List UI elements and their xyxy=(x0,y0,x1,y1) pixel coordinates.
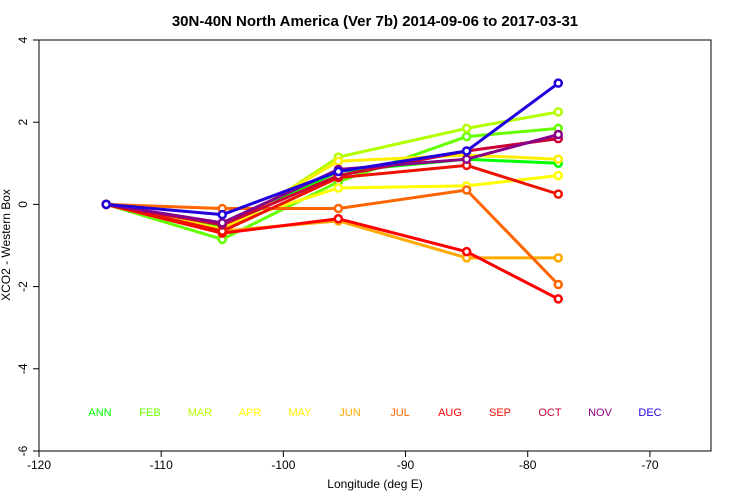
series-line xyxy=(106,188,560,286)
y-tick-label: -6 xyxy=(16,445,30,456)
series-dec xyxy=(101,78,564,220)
series-jul xyxy=(101,185,564,290)
legend-entry: MAY xyxy=(288,407,312,419)
legend-entry: FEB xyxy=(139,407,160,419)
data-point xyxy=(333,203,344,214)
legend-entry: NOV xyxy=(588,407,613,419)
y-tick-label: -2 xyxy=(16,281,30,292)
legend-entry: DEC xyxy=(638,407,661,419)
y-axis: -6 -4 -2 0 2 4 xyxy=(16,36,39,456)
legend: ANN FEB MAR APR MAY JUN JUL AUG SEP OCT NOV DEC xyxy=(88,407,661,419)
data-point xyxy=(553,294,564,304)
chart-title: 30N-40N North America (Ver 7b) 2014-09-0… xyxy=(172,13,578,30)
data-point xyxy=(553,107,564,117)
legend-entry: JUN xyxy=(339,407,360,419)
data-point xyxy=(333,166,344,177)
legend-entry: APR xyxy=(239,407,262,419)
data-point xyxy=(461,123,472,134)
x-tick-label: -110 xyxy=(150,458,173,472)
legend-entry: AUG xyxy=(438,407,462,419)
x-tick-label: -70 xyxy=(641,458,659,472)
data-point xyxy=(461,146,472,156)
data-point xyxy=(553,78,564,88)
y-tick-label: 0 xyxy=(16,201,30,208)
x-axis-label: Longitude (deg E) xyxy=(327,477,422,491)
plot-frame xyxy=(38,39,712,452)
data-point xyxy=(217,209,228,220)
series-line xyxy=(105,202,559,260)
data-point xyxy=(553,189,564,199)
x-tick-label: -90 xyxy=(397,458,415,472)
data-point xyxy=(461,185,472,195)
data-point xyxy=(333,214,344,224)
data-point xyxy=(461,246,472,257)
y-axis-label: XCO2 - Western Box xyxy=(0,189,13,301)
data-point xyxy=(553,129,564,140)
y-tick-label: 2 xyxy=(16,119,30,126)
data-point xyxy=(553,170,564,181)
y-tick-label: -4 xyxy=(16,363,30,374)
data-point xyxy=(217,218,228,228)
x-tick-label: -120 xyxy=(27,458,51,472)
data-point xyxy=(461,154,472,164)
series-line xyxy=(105,153,559,231)
legend-entry: OCT xyxy=(538,407,562,419)
legend-entry: SEP xyxy=(489,407,511,419)
data-point xyxy=(553,154,564,164)
x-tick-label: -100 xyxy=(271,458,295,472)
data-point xyxy=(553,279,564,290)
data-point xyxy=(333,156,344,166)
data-point xyxy=(461,131,472,142)
legend-entry: MAR xyxy=(188,407,213,419)
data-point xyxy=(553,253,564,263)
series-layer xyxy=(101,78,564,304)
x-axis: -120 -110 -100 -90 -80 -70 xyxy=(27,451,659,472)
data-point xyxy=(101,199,111,210)
legend-entry: JUL xyxy=(390,407,410,419)
legend-entry: ANN xyxy=(88,407,111,419)
x-tick-label: -80 xyxy=(519,458,537,472)
y-tick-label: 4 xyxy=(16,36,30,43)
data-point xyxy=(333,183,344,193)
